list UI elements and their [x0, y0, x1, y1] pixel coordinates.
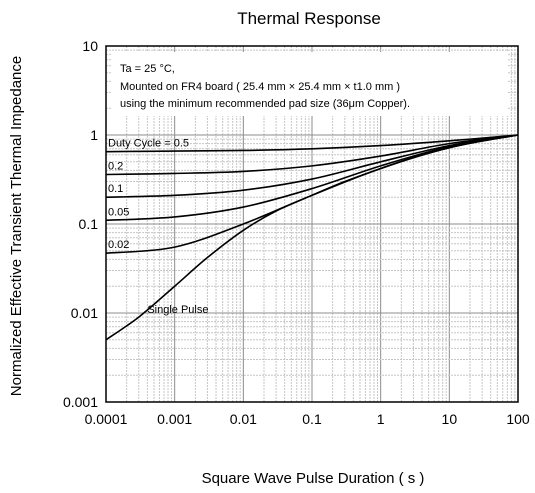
annotation-line-2: Mounted on FR4 board ( 25.4 mm × 25.4 mm… [120, 81, 400, 93]
x-tick-label: 0.1 [302, 411, 322, 427]
x-tick-label: 100 [506, 411, 530, 427]
series-line-5 [105, 134, 519, 341]
x-tick-label: 0.01 [230, 411, 257, 427]
x-axis-label: Square Wave Pulse Duration ( s ) [202, 470, 425, 487]
x-tick-label: 10 [442, 411, 458, 427]
y-tick-label: 0.001 [63, 394, 98, 410]
plot-area-frame [105, 45, 519, 403]
series-line-0 [105, 134, 519, 153]
annotation-line-1: Ta = 25 °C, [120, 63, 175, 75]
annotation-line-3: using the minimum recommended pad size (… [120, 98, 410, 110]
y-tick-label: 1 [90, 127, 98, 143]
series-label: 0.05 [108, 206, 129, 218]
y-tick-label: 0.01 [71, 305, 98, 321]
series-labels: Duty Cycle = 0.5 0.2 0.1 0.05 0.02 Single Pul… [108, 138, 208, 316]
series-lines [105, 134, 519, 341]
series-line-1 [105, 134, 519, 176]
series-label: 0.2 [108, 160, 123, 172]
annotation: Ta = 25 °C, Mounted on FR4 board ( 25.4 … [112, 52, 508, 116]
series-line-3 [105, 134, 519, 222]
series-label: 0.02 [108, 239, 129, 251]
x-tick-label: 1 [377, 411, 385, 427]
y-tick-label: 10 [82, 38, 98, 54]
annotation-box [112, 52, 508, 116]
series-label: Duty Cycle = 0.5 [108, 138, 189, 150]
x-tick-label: 0.0001 [85, 411, 128, 427]
series-label: Single Pulse [147, 304, 208, 316]
series-line-2 [105, 134, 519, 199]
y-axis-label: Normalized Effective Transient Thermal I… [8, 56, 25, 396]
series-label: 0.1 [108, 183, 123, 195]
chart-title: Thermal Response [237, 9, 381, 28]
x-tick-label: 0.001 [157, 411, 192, 427]
y-tick-label: 0.1 [79, 216, 99, 232]
